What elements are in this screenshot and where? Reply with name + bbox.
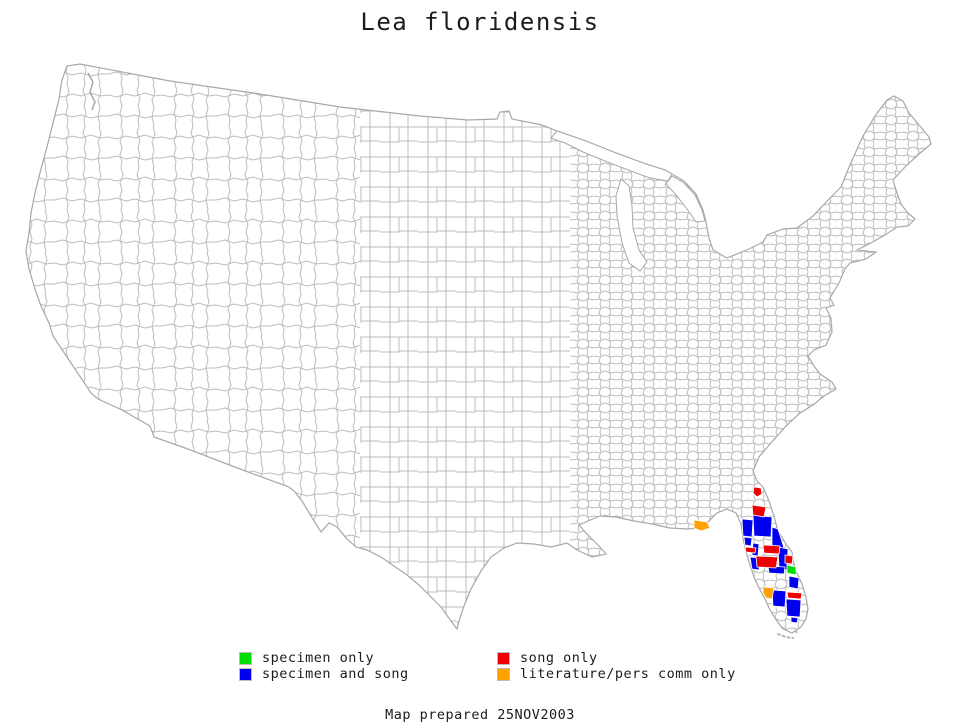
legend-label-song-only: song only	[520, 650, 598, 666]
legend-label-literature-pers-comm-only: literature/pers comm only	[520, 666, 736, 682]
basemap	[25, 63, 932, 639]
lake-superior	[550, 130, 673, 182]
map-title: Lea floridensis	[360, 8, 600, 36]
county-record-song-only	[786, 591, 803, 600]
county-record-literature-pers-comm-only	[762, 586, 775, 600]
county-mesh	[26, 64, 931, 633]
county-record-song-only	[762, 544, 781, 555]
county-record-song-only	[755, 555, 779, 569]
county-record-specimen-only	[786, 564, 797, 576]
legend-label-specimen-and-song: specimen and song	[262, 666, 409, 682]
legend-item-song-only: song only	[497, 650, 598, 666]
county-record-specimen-and-song	[788, 575, 800, 590]
county-record-specimen-and-song	[752, 514, 773, 538]
county-record-specimen-and-song	[785, 598, 802, 618]
legend-item-literature-pers-comm-only: literature/pers comm only	[497, 666, 736, 682]
lake-huron	[665, 175, 706, 223]
great-lakes	[550, 130, 706, 272]
county-record-specimen-and-song	[743, 536, 753, 547]
legend-label-specimen-only: specimen only	[262, 650, 375, 666]
legend-swatch-literature-pers-comm-only	[497, 667, 510, 681]
county-record-song-only	[752, 486, 763, 498]
county-record-song-only	[744, 546, 757, 554]
county-record-song-only	[751, 504, 767, 518]
legend-swatch-specimen-only	[239, 651, 252, 665]
county-record-specimen-and-song	[771, 589, 787, 608]
legend-item-specimen-only: specimen only	[239, 650, 375, 666]
legend-swatch-specimen-and-song	[239, 667, 252, 681]
legend-swatch-song-only	[497, 651, 510, 665]
florida-keys	[777, 630, 800, 639]
legend-item-specimen-and-song: specimen and song	[239, 666, 409, 682]
map-prepared-date: Map prepared 25NOV2003	[385, 707, 575, 723]
county-record-specimen-and-song	[741, 518, 754, 538]
lake-michigan	[615, 178, 648, 272]
markers-layer	[693, 486, 803, 624]
county-record-song-only	[784, 554, 794, 565]
county-record-literature-pers-comm-only	[693, 519, 711, 532]
county-record-specimen-and-song	[790, 616, 799, 624]
puget-sound	[87, 72, 96, 111]
